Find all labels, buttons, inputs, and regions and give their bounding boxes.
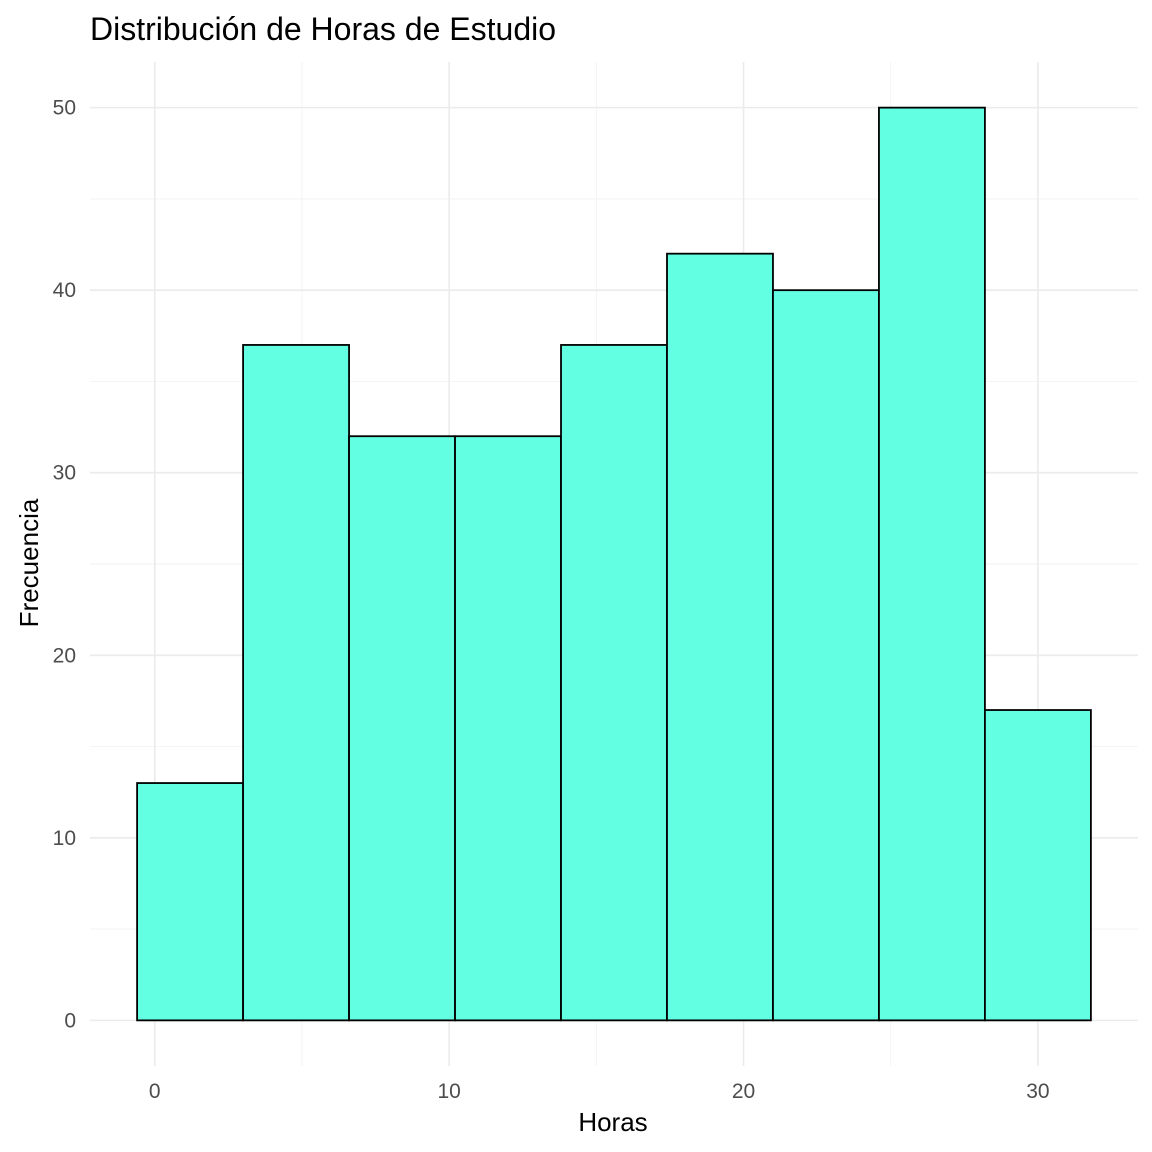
histogram-bar-4 bbox=[454, 435, 562, 1022]
y-tick-label: 40 bbox=[53, 279, 76, 302]
x-tick-label: 10 bbox=[437, 1080, 460, 1103]
x-tick-label: 0 bbox=[149, 1080, 161, 1103]
histogram-bar-2 bbox=[242, 344, 350, 1022]
y-tick-label: 50 bbox=[53, 97, 76, 120]
x-axis-title: Horas bbox=[578, 1107, 647, 1137]
x-tick-label: 30 bbox=[1026, 1080, 1049, 1103]
histogram-bar-8 bbox=[878, 106, 986, 1022]
y-tick-label: 20 bbox=[53, 644, 76, 667]
histogram-bar-9 bbox=[984, 709, 1092, 1022]
chart-title: Distribución de Horas de Estudio bbox=[90, 11, 556, 47]
histogram-bar-3 bbox=[348, 435, 456, 1022]
histogram-bar-1 bbox=[136, 782, 244, 1022]
y-tick-label: 0 bbox=[64, 1009, 76, 1032]
y-tick-label: 10 bbox=[53, 827, 76, 850]
histogram-bar-5 bbox=[560, 344, 668, 1022]
histogram-bars bbox=[136, 106, 1092, 1022]
x-axis-tick-labels: 0 10 20 30 bbox=[149, 1080, 1050, 1103]
y-axis-title: Frecuencia bbox=[14, 498, 44, 627]
histogram-bar-6 bbox=[666, 252, 774, 1022]
histogram-bar-7 bbox=[772, 289, 880, 1022]
y-tick-label: 30 bbox=[53, 462, 76, 485]
y-axis-tick-labels: 0 10 20 30 40 50 bbox=[53, 97, 76, 1033]
x-tick-label: 20 bbox=[732, 1080, 755, 1103]
